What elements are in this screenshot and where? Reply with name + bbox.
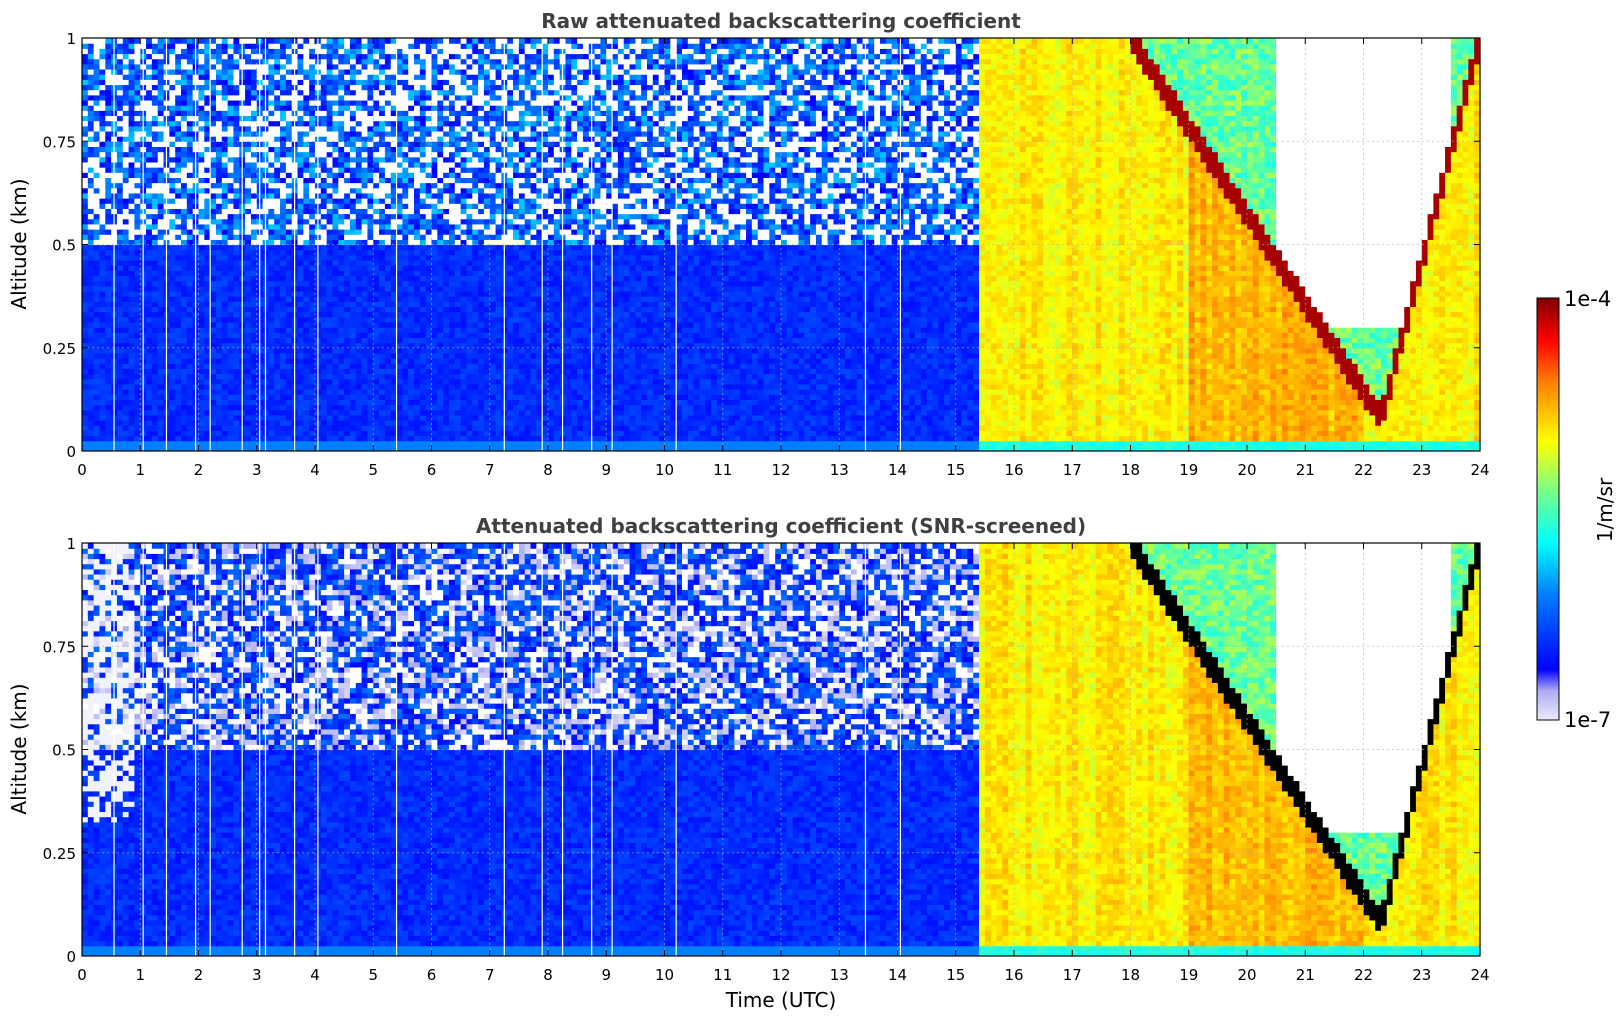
y-tick-label: 0.75 [43,133,76,151]
colorbar-unit-label: 1/m/sr [1593,477,1617,542]
x-tick-label: 24 [1470,966,1489,984]
x-tick-label: 11 [713,966,732,984]
x-tick-label: 0 [77,461,87,479]
x-tick-label: 2 [194,966,204,984]
y-tick-label: 0 [66,443,76,461]
x-ticks-screened: 0 1 2 3 4 5 6 7 8 9 10 11 12 13 14 15 16 17 18 19 20 21 22 23 24 [77,543,1490,984]
x-tick-label: 8 [543,461,553,479]
x-tick-label: 24 [1470,461,1489,479]
panel-raw: Raw attenuated backscattering coefficien… [7,9,1490,479]
x-tick-label: 17 [1063,966,1082,984]
y-tick-label: 0.25 [43,340,76,358]
x-tick-label: 20 [1237,461,1256,479]
x-tick-label: 4 [310,461,320,479]
heatmap-raw [82,38,1480,451]
grid-raw [82,38,1480,451]
x-tick-label: 15 [946,461,965,479]
x-ticks-raw: 0 1 2 3 4 5 6 7 8 9 10 11 12 13 14 15 16 17 18 19 20 21 22 23 24 [77,38,1490,479]
x-tick-label: 17 [1063,461,1082,479]
x-tick-label: 22 [1354,966,1373,984]
x-tick-label: 3 [252,461,262,479]
x-tick-label: 13 [830,461,849,479]
y-ticks-raw: 0 0.25 0.5 0.75 1 [43,30,1480,461]
heatmap-screened [82,543,1480,956]
x-tick-label: 6 [427,966,437,984]
grid-screened [82,543,1480,956]
y-tick-label: 0.5 [52,742,76,760]
x-tick-label: 4 [310,966,320,984]
y-ticks-screened: 0 0.25 0.5 0.75 1 [43,535,1480,966]
y-tick-label: 1 [66,30,76,48]
x-tick-label: 13 [830,966,849,984]
x-tick-label: 15 [946,966,965,984]
x-tick-label: 10 [655,461,674,479]
x-tick-label: 8 [543,966,553,984]
x-tick-label: 6 [427,461,437,479]
x-axis-label: Time (UTC) [725,988,837,1012]
x-tick-label: 14 [888,461,907,479]
x-tick-label: 11 [713,461,732,479]
x-tick-label: 0 [77,966,87,984]
panel-screened: Attenuated backscattering coefficient (S… [7,514,1490,1012]
x-tick-label: 18 [1121,966,1140,984]
x-tick-label: 19 [1179,966,1198,984]
y-tick-label: 0.5 [52,237,76,255]
y-axis-label-raw: Altitude (km) [7,178,31,309]
x-tick-label: 10 [655,966,674,984]
y-tick-label: 1 [66,535,76,553]
x-tick-label: 3 [252,966,262,984]
panel-title-raw: Raw attenuated backscattering coefficien… [541,9,1021,33]
y-tick-label: 0.75 [43,638,76,656]
y-tick-label: 0 [66,948,76,966]
x-tick-label: 12 [771,966,790,984]
colorbar-max-label: 1e-4 [1564,287,1611,311]
x-tick-label: 20 [1237,966,1256,984]
y-axis-label-screened: Altitude (km) [7,683,31,814]
x-tick-label: 22 [1354,461,1373,479]
x-tick-label: 9 [601,461,611,479]
x-tick-label: 21 [1296,461,1315,479]
x-tick-label: 1 [135,966,145,984]
panel-title-screened: Attenuated backscattering coefficient (S… [476,514,1086,538]
x-tick-label: 2 [194,461,204,479]
x-tick-label: 16 [1004,461,1023,479]
x-tick-label: 14 [888,966,907,984]
colorbar-gradient [1536,297,1560,721]
x-tick-label: 9 [601,966,611,984]
y-tick-label: 0.25 [43,845,76,863]
x-tick-label: 12 [771,461,790,479]
x-tick-label: 1 [135,461,145,479]
x-tick-label: 7 [485,461,495,479]
x-tick-label: 18 [1121,461,1140,479]
x-tick-label: 23 [1412,461,1431,479]
x-tick-label: 19 [1179,461,1198,479]
x-tick-label: 23 [1412,966,1431,984]
x-tick-label: 7 [485,966,495,984]
colorbar: 1e-4 1e-7 1/m/sr [1536,287,1617,732]
x-tick-label: 5 [368,461,378,479]
colorbar-min-label: 1e-7 [1564,708,1611,732]
x-tick-label: 16 [1004,966,1023,984]
x-tick-label: 5 [368,966,378,984]
x-tick-label: 21 [1296,966,1315,984]
